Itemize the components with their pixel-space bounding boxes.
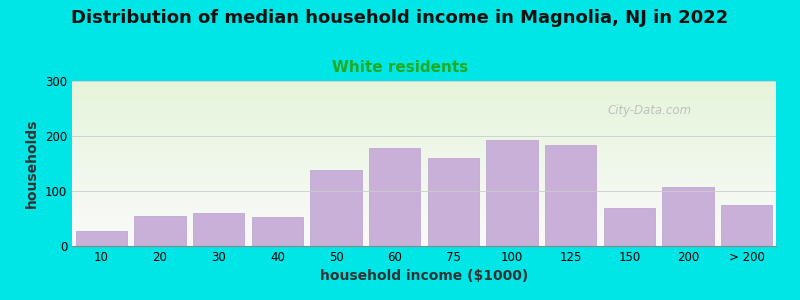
Bar — [134, 216, 186, 246]
Bar — [75, 231, 127, 246]
Bar — [427, 158, 479, 246]
Bar — [193, 213, 245, 246]
X-axis label: household income ($1000): household income ($1000) — [320, 269, 528, 284]
Text: Distribution of median household income in Magnolia, NJ in 2022: Distribution of median household income … — [71, 9, 729, 27]
Bar — [486, 140, 538, 246]
Bar — [545, 145, 597, 246]
Bar — [662, 187, 714, 246]
Y-axis label: households: households — [26, 119, 39, 208]
Bar — [251, 218, 303, 246]
Bar — [603, 208, 655, 246]
Text: City-Data.com: City-Data.com — [607, 104, 691, 117]
Bar — [310, 170, 362, 246]
Bar — [369, 148, 421, 246]
Text: White residents: White residents — [332, 60, 468, 75]
Bar — [721, 205, 773, 246]
